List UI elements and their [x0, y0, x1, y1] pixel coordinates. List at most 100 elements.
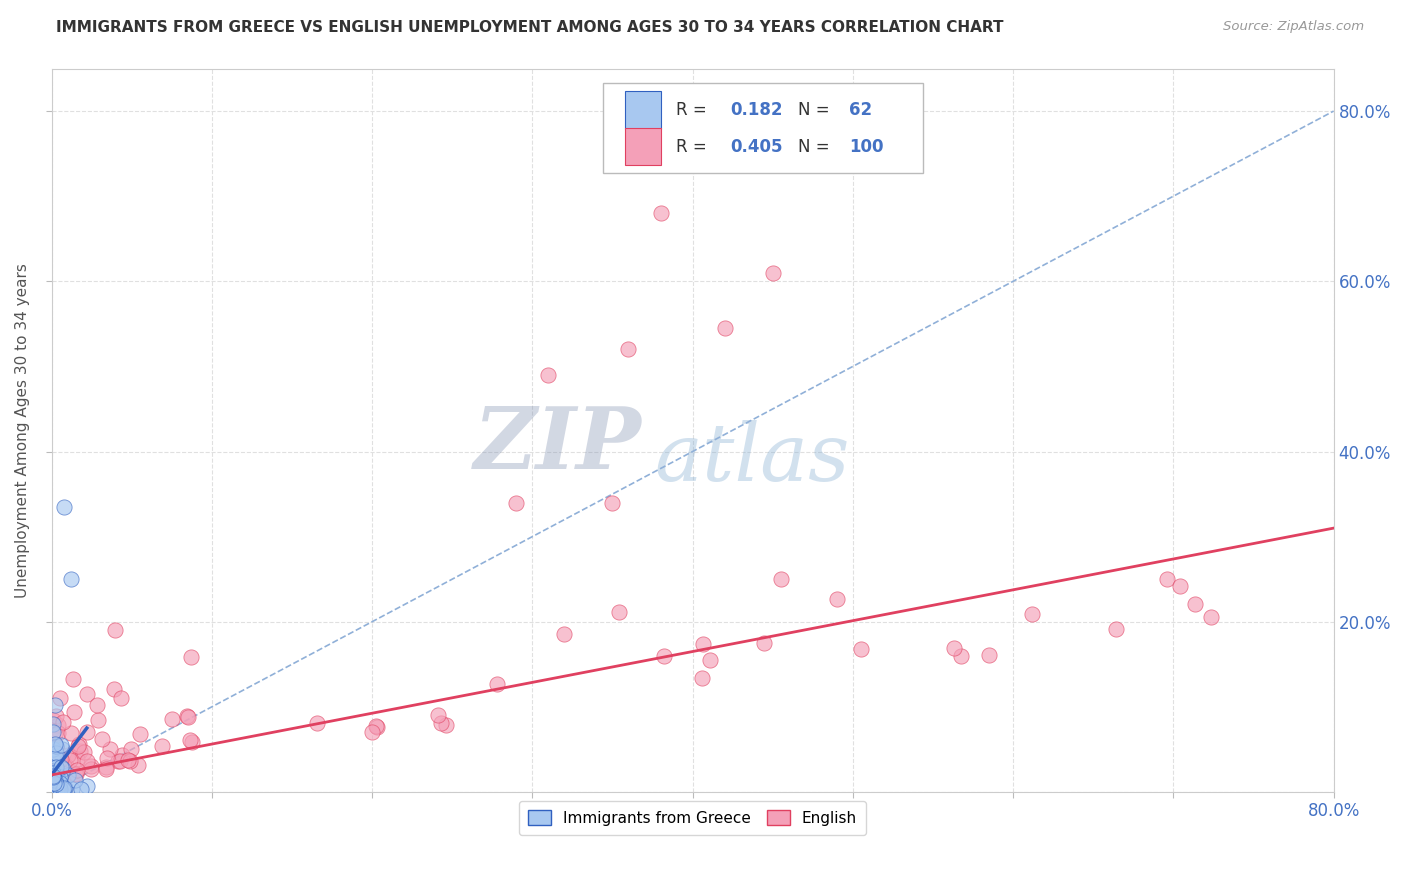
Point — [943, 640, 966, 655]
Point — [45, 777, 67, 791]
Point — [76, 754, 98, 768]
Text: N =: N = — [797, 101, 835, 119]
Point — [44, 760, 66, 774]
Point — [44, 771, 66, 785]
Point — [42, 749, 65, 764]
Point — [762, 266, 785, 280]
Point — [1184, 598, 1206, 612]
Point — [44, 774, 66, 789]
Point — [45, 708, 67, 723]
Point — [979, 648, 1001, 662]
Point — [120, 742, 142, 756]
Point — [59, 725, 82, 739]
Point — [366, 719, 388, 733]
Point — [110, 690, 132, 705]
Point — [42, 782, 65, 797]
Point — [96, 751, 118, 765]
Point — [42, 772, 65, 786]
Point — [42, 782, 65, 797]
Point — [46, 769, 69, 783]
Point — [59, 572, 82, 586]
Point — [42, 769, 65, 783]
Point — [427, 708, 450, 723]
Point — [45, 781, 67, 796]
Point — [67, 738, 90, 752]
Point — [609, 605, 631, 619]
Point — [42, 770, 65, 784]
Point — [53, 780, 76, 795]
Point — [51, 742, 73, 756]
Point — [42, 766, 65, 780]
Point — [434, 718, 457, 732]
Point — [45, 764, 67, 778]
Point — [45, 763, 67, 777]
Point — [117, 752, 139, 766]
Point — [42, 765, 65, 780]
Point — [120, 754, 142, 768]
Point — [44, 782, 66, 797]
Text: ZIP: ZIP — [474, 403, 641, 486]
Point — [553, 627, 575, 641]
Point — [59, 753, 82, 767]
Point — [150, 739, 173, 753]
Point — [67, 739, 90, 753]
Point — [950, 649, 973, 664]
Point — [42, 775, 65, 789]
Point — [44, 726, 66, 740]
Point — [51, 752, 73, 766]
Point — [44, 765, 66, 780]
Point — [769, 572, 792, 586]
Point — [100, 742, 122, 756]
Point — [42, 782, 65, 797]
Point — [42, 776, 65, 790]
Point — [1021, 607, 1043, 621]
Point — [108, 754, 131, 768]
Point — [49, 760, 72, 774]
Point — [42, 769, 65, 783]
Point — [63, 705, 86, 719]
Point — [76, 725, 98, 739]
Point — [44, 748, 66, 763]
Point — [692, 637, 714, 651]
Point — [65, 766, 87, 780]
Point — [63, 767, 86, 781]
Point — [42, 714, 65, 728]
Point — [79, 762, 101, 776]
Point — [48, 764, 70, 778]
FancyBboxPatch shape — [624, 91, 661, 128]
Text: 62: 62 — [849, 101, 872, 119]
Point — [49, 738, 72, 752]
Text: Source: ZipAtlas.com: Source: ZipAtlas.com — [1223, 20, 1364, 33]
Point — [650, 206, 672, 220]
Point — [103, 681, 125, 696]
Point — [179, 733, 201, 747]
Text: 100: 100 — [849, 137, 883, 155]
Point — [104, 623, 127, 637]
Point — [45, 740, 67, 755]
Point — [49, 771, 72, 785]
Point — [48, 756, 70, 771]
Point — [111, 747, 134, 762]
Point — [129, 727, 152, 741]
Point — [45, 777, 67, 791]
Point — [42, 772, 65, 786]
Point — [55, 759, 77, 773]
Point — [62, 672, 84, 686]
Point — [307, 715, 329, 730]
Text: 0.182: 0.182 — [730, 101, 782, 119]
Point — [42, 780, 65, 795]
Point — [44, 772, 66, 787]
FancyBboxPatch shape — [603, 83, 924, 173]
Point — [69, 744, 91, 758]
Point — [430, 716, 453, 731]
Text: 0.405: 0.405 — [730, 137, 782, 155]
Point — [49, 751, 72, 765]
Point — [60, 782, 83, 797]
Point — [713, 321, 735, 335]
Point — [51, 760, 73, 774]
Point — [537, 368, 560, 382]
Point — [42, 741, 65, 756]
Point — [48, 782, 70, 797]
Point — [42, 747, 65, 762]
Point — [46, 782, 69, 797]
